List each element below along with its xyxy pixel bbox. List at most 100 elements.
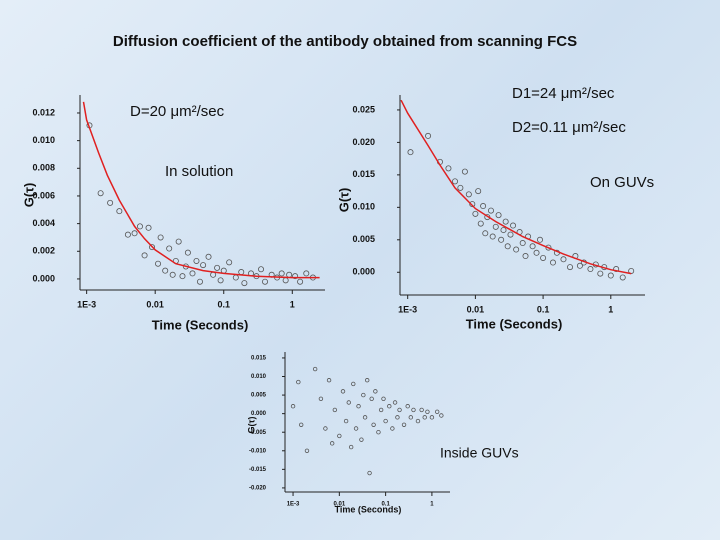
- data-point: [179, 273, 186, 280]
- data-point: [217, 277, 224, 284]
- data-point: [210, 271, 217, 278]
- data-point: [392, 400, 398, 405]
- data-point: [381, 396, 386, 401]
- y-tick-label: 0.000: [32, 273, 55, 283]
- data-point: [193, 257, 200, 264]
- data-point: [107, 199, 114, 206]
- data-point: [353, 426, 359, 431]
- data-point: [346, 400, 351, 405]
- data-point: [425, 132, 432, 139]
- data-point: [359, 437, 364, 442]
- data-point: [131, 230, 138, 237]
- data-point: [439, 413, 444, 418]
- data-point: [434, 409, 440, 414]
- data-point: [371, 422, 376, 427]
- x-tick-label: 1: [608, 304, 613, 314]
- data-point: [343, 418, 349, 424]
- x-tick-label: 0.01: [146, 299, 164, 309]
- annotation: Inside GUVs: [440, 445, 519, 461]
- x-axis-title: Time (Seconds): [335, 504, 402, 514]
- data-point: [477, 220, 484, 227]
- data-point: [149, 244, 156, 251]
- data-point: [296, 379, 301, 385]
- data-point: [278, 270, 285, 277]
- data-point: [560, 256, 567, 263]
- data-point: [607, 272, 614, 279]
- data-point: [378, 407, 384, 413]
- data-point: [545, 244, 552, 251]
- data-point: [292, 273, 299, 280]
- data-point: [124, 231, 131, 238]
- y-tick-label: 0.000: [251, 411, 267, 417]
- data-point: [97, 190, 104, 197]
- data-point: [502, 218, 509, 225]
- data-point: [500, 227, 507, 234]
- data-point: [304, 448, 310, 453]
- x-tick-label: 1E-3: [398, 304, 417, 314]
- data-point: [510, 222, 517, 229]
- data-point: [519, 240, 526, 247]
- data-point: [290, 404, 296, 409]
- data-point: [619, 274, 626, 281]
- data-point: [196, 278, 203, 285]
- y-tick-label: 0.008: [32, 163, 55, 173]
- data-point: [576, 262, 583, 269]
- y-tick-label: 0.004: [32, 218, 55, 228]
- y-tick-label: 0.020: [352, 137, 375, 147]
- data-point: [326, 378, 332, 383]
- y-tick-label: 0.010: [32, 135, 55, 145]
- x-tick-label: 0.1: [217, 299, 230, 309]
- data-point: [465, 191, 472, 198]
- x-tick-label: 0.1: [381, 502, 390, 508]
- data-point: [482, 230, 489, 237]
- data-point: [401, 422, 407, 427]
- data-point: [329, 441, 335, 446]
- data-point: [184, 249, 191, 256]
- data-point: [262, 278, 269, 285]
- data-point: [480, 203, 487, 210]
- data-point: [487, 207, 494, 214]
- annotation: D2=0.11 μm²/sec: [512, 119, 626, 136]
- y-tick-label: -0.010: [249, 448, 267, 454]
- data-point: [175, 238, 182, 245]
- data-point: [411, 407, 416, 413]
- data-point: [452, 178, 459, 185]
- data-point: [475, 188, 482, 195]
- y-tick-label: 0.010: [251, 374, 267, 380]
- data-point: [405, 404, 410, 409]
- x-tick-label: 1E-3: [287, 502, 300, 508]
- data-point: [549, 259, 556, 266]
- data-point: [282, 277, 289, 284]
- data-point: [365, 378, 370, 383]
- data-point: [323, 426, 328, 431]
- data-point: [318, 396, 324, 401]
- y-tick-label: 0.006: [32, 190, 55, 200]
- x-tick-label: 1: [430, 502, 434, 508]
- x-axis-title: Time (Seconds): [152, 317, 249, 332]
- data-point: [383, 418, 388, 424]
- data-point: [407, 149, 414, 156]
- y-tick-label: 0.012: [32, 107, 55, 117]
- data-point: [504, 243, 511, 250]
- data-point: [155, 260, 162, 267]
- data-point: [540, 254, 547, 261]
- data-point: [258, 266, 265, 273]
- data-point: [495, 212, 502, 219]
- data-point: [361, 392, 366, 398]
- data-point: [408, 415, 414, 420]
- data-point: [162, 267, 169, 274]
- data-point: [116, 208, 123, 215]
- data-point: [205, 253, 212, 260]
- data-point: [232, 274, 239, 281]
- data-point: [587, 266, 594, 273]
- data-point: [299, 422, 304, 427]
- y-tick-label: 0.000: [352, 267, 375, 277]
- data-point: [390, 426, 395, 431]
- data-point: [461, 168, 468, 175]
- data-point: [429, 415, 435, 420]
- data-point: [241, 280, 248, 287]
- data-point: [472, 210, 479, 217]
- x-tick-label: 1E-3: [77, 299, 96, 309]
- data-point: [425, 409, 430, 414]
- annotation: D=20 μm²/sec: [130, 103, 225, 120]
